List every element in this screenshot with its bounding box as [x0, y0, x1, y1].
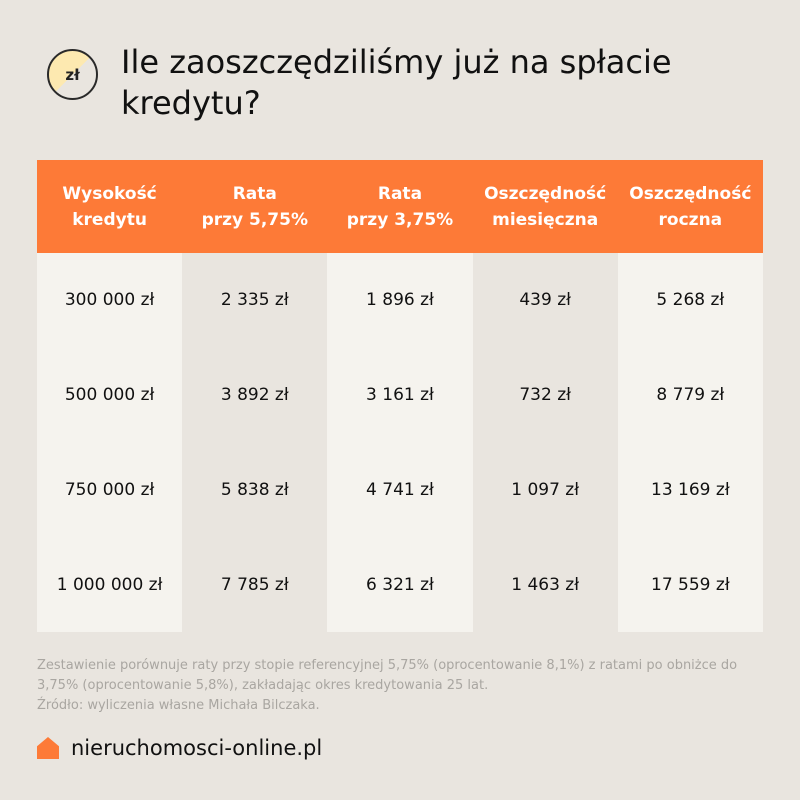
table-cell: 2 335 zł [220, 290, 289, 311]
column-header: Oszczędność roczna [629, 183, 752, 230]
table-column: 439 zł 732 zł 1 097 zł 1 463 zł [473, 253, 618, 632]
table-cell: 8 779 zł [656, 385, 725, 406]
table-column: 2 335 zł 3 892 zł 5 838 zł 7 785 zł [182, 253, 327, 632]
table-body: 300 000 zł 500 000 zł 750 000 zł 1 000 000 … [37, 253, 763, 632]
table-cell: 1 000 000 zł [56, 574, 163, 595]
footnote-text: Zestawienie porównuje raty przy stopie r… [37, 658, 738, 693]
brand-name: nieruchomosci-online.pl [71, 736, 323, 760]
brand-logo: nieruchomosci-online.pl [37, 736, 322, 760]
page-title: Ile zaoszczędziliśmy już na spłacie kred… [121, 43, 672, 122]
table-column: 5 268 zł 8 779 zł 13 169 zł 17 559 zł [617, 253, 763, 632]
table-cell: 3 892 zł [220, 385, 289, 406]
table-header: Wysokość kredytu Rata przy 5,75% Rata pr… [37, 160, 763, 253]
table-cell: 7 785 zł [220, 574, 289, 595]
table-cell: 732 zł [519, 385, 571, 406]
savings-table: Wysokość kredytu Rata przy 5,75% Rata pr… [37, 160, 763, 632]
table-cell: 750 000 zł [64, 479, 155, 500]
table-cell: 17 559 zł [651, 574, 730, 595]
house-icon [37, 737, 59, 759]
table-cell: 5 838 zł [220, 479, 289, 500]
table-cell: 1 097 zł [511, 479, 580, 500]
table-cell: 3 161 zł [366, 385, 434, 406]
column-header: Oszczędność miesięczna [484, 183, 607, 230]
table-cell: 1 896 zł [366, 290, 434, 311]
column-header: Rata przy 5,75% [201, 183, 308, 230]
column-header: Wysokość kredytu [62, 183, 157, 230]
table-cell: 4 741 zł [366, 479, 434, 500]
table-cell: 500 000 zł [64, 385, 155, 406]
table-cell: 5 268 zł [656, 290, 725, 311]
table-cell: 6 321 zł [366, 574, 434, 595]
table-cell: 1 463 zł [511, 574, 580, 595]
footnote-source: Źródło: wyliczenia własne Michała Bilcza… [37, 698, 320, 713]
table-cell: 13 169 zł [651, 479, 730, 500]
table-cell: 300 000 zł [64, 290, 155, 311]
footnote: Zestawienie porównuje raty przy stopie r… [37, 656, 767, 716]
table-column: 300 000 zł 500 000 zł 750 000 zł 1 000 000 … [37, 253, 183, 632]
zloty-coin-icon: zł [47, 49, 98, 100]
table-column: 1 896 zł 3 161 zł 4 741 zł 6 321 zł [327, 253, 473, 632]
column-header: Rata przy 3,75% [346, 183, 454, 230]
table-cell: 439 zł [519, 290, 571, 311]
